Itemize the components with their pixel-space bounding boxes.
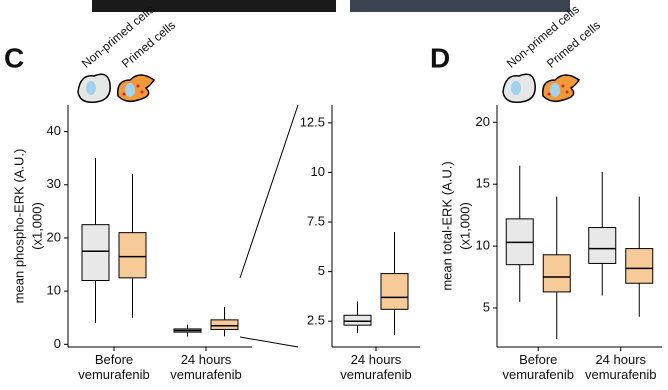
zoom-line xyxy=(239,104,299,279)
image-strip xyxy=(92,0,336,12)
y-tick-label: 20 xyxy=(47,229,61,244)
box xyxy=(343,314,372,326)
y-tick-label: 30 xyxy=(47,176,61,191)
box xyxy=(81,224,110,282)
panel-label: C xyxy=(4,42,24,73)
y-tick-label: 10 xyxy=(311,164,325,179)
y-tick-label: 5 xyxy=(483,299,490,314)
y-tick-label: 12.5 xyxy=(300,114,325,129)
y-axis-label: mean phospho-ERK (A.U.) xyxy=(11,149,26,304)
y-axis-label: (x1,000) xyxy=(29,202,44,250)
y-tick-label: 40 xyxy=(47,123,61,138)
box xyxy=(118,232,147,279)
box xyxy=(380,273,409,310)
box xyxy=(542,254,571,293)
box xyxy=(588,227,617,264)
y-axis-label: mean total-ERK (A.U.) xyxy=(439,161,454,290)
y-tick-label: 5 xyxy=(318,263,325,278)
y-tick-label: 10 xyxy=(47,283,61,298)
x-tick-label: 24 hours vemurafenib xyxy=(584,352,657,382)
x-tick-label: Before vemurafenib xyxy=(78,352,150,382)
y-tick-label: 10 xyxy=(476,238,490,253)
zoom-line xyxy=(239,336,299,348)
y-tick-label: 15 xyxy=(476,176,490,191)
box xyxy=(210,319,239,330)
x-tick-label: 24 hours vemurafenib xyxy=(340,352,412,382)
y-tick-label: 0 xyxy=(54,336,61,351)
cell-icons xyxy=(77,73,581,104)
legend-label: Non-primed cells xyxy=(504,2,582,71)
x-tick-label: Before vemurafenib xyxy=(502,352,575,382)
box xyxy=(625,248,654,284)
image-strip xyxy=(350,0,570,12)
legend-label: Non-primed cells xyxy=(79,2,157,71)
x-tick-label: 24 hours vemurafenib xyxy=(170,352,242,382)
y-axis-label: (x1,000) xyxy=(457,202,472,250)
y-tick-label: 20 xyxy=(476,114,490,129)
panel-label: D xyxy=(430,42,450,73)
y-tick-label: 2.5 xyxy=(307,313,325,328)
y-tick-label: 7.5 xyxy=(307,213,325,228)
